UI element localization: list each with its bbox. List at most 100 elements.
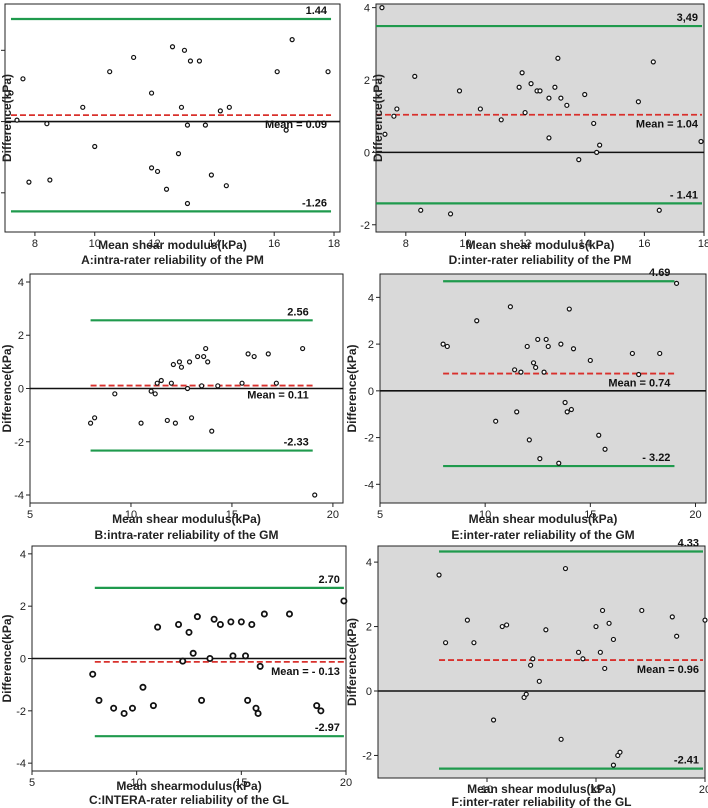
data-point-B-19 [201,353,207,360]
data-point-B-11 [172,420,178,426]
data-point-D-3 [394,106,400,112]
data-point-F-2 [464,617,470,623]
data-point-B-16 [188,415,195,421]
plot-area-F [377,545,706,779]
data-point-D-9 [498,117,504,123]
data-point-B-1 [92,415,98,421]
data-point-A-16 [178,104,185,110]
data-point-C-15 [210,615,218,623]
data-point-C-3 [120,709,128,717]
data-point-E-28 [636,371,642,378]
x-tick-label-D-10: 10 [459,238,471,250]
y-tick-label-E-2: 2 [368,339,374,351]
data-point-B-24 [239,380,245,386]
data-point-B-21 [205,359,211,365]
x-tick-label-D-12: 12 [519,238,531,250]
data-point-C-4 [128,704,136,712]
data-point-E-4 [507,304,513,310]
data-point-D-22 [576,157,582,163]
data-point-C-6 [149,702,157,710]
data-point-E-14 [541,369,547,375]
data-point-A-17 [181,47,188,53]
mean-label-D: Mean = 1.04 [636,119,699,131]
plot-area-D [375,3,705,233]
y-axis-label-D: Difference(kPa) [371,74,385,162]
data-point-B-18 [199,383,205,389]
data-point-E-12 [535,336,541,343]
data-point-B-8 [164,417,170,424]
lower-loa-label-A: -1.26 [302,197,327,209]
x-tick-label-D-16: 16 [638,238,650,250]
x-tick-label-A-12: 12 [148,238,160,250]
data-point-E-29 [657,350,663,357]
data-point-D-19 [555,55,561,61]
data-point-A-12 [154,168,161,175]
data-point-D-12 [522,109,528,116]
data-point-F-6 [504,622,510,628]
data-point-E-5 [512,367,518,373]
data-point-F-27 [669,614,675,620]
y-tick-label-B--4: -4 [14,490,24,502]
x-tick-label-A-10: 10 [89,238,101,250]
data-point-D-26 [597,142,603,148]
upper-loa-label-B: 2.56 [287,306,308,318]
data-point-E-17 [556,460,562,466]
x-tick-label-D-18: 18 [698,238,708,250]
data-point-F-16 [580,656,586,662]
data-point-C-27 [285,610,293,618]
data-point-F-25 [617,749,623,755]
data-point-D-24 [591,120,597,127]
data-point-B-7 [158,377,164,384]
panel-D: 3,49 Mean = 1.04 - 1.41 8 10 12 14 16 18 -2 0 2 4 Mea… [360,3,708,267]
data-point-B-22 [209,428,215,434]
data-point-E-27 [629,350,635,357]
data-point-E-3 [493,418,499,424]
data-point-C-12 [193,613,201,621]
data-point-A-24 [217,108,223,114]
plot-area-E [379,273,707,504]
mean-label-E: Mean = 0.74 [608,378,671,390]
data-point-A-0 [8,90,14,96]
data-point-B-20 [203,345,209,352]
lower-loa-label-B: -2.33 [284,437,309,449]
data-point-F-11 [536,678,542,684]
data-point-E-20 [564,409,570,415]
data-point-D-30 [698,138,704,145]
data-point-A-8 [107,69,113,75]
x-tick-label-D-14: 14 [579,238,591,250]
data-point-D-0 [379,5,385,11]
y-tick-label-E--2: -2 [364,433,374,445]
data-point-D-29 [656,207,662,213]
panel-caption-A: A:intra-rater reliability of the PM [81,253,264,267]
y-tick-label-D-0: 0 [364,147,370,159]
data-point-A-25 [223,183,229,189]
data-point-B-27 [265,351,271,357]
data-point-B-17 [195,353,201,360]
data-point-B-12 [176,359,183,365]
data-point-D-2 [391,113,397,119]
data-point-C-1 [95,696,103,704]
data-point-B-25 [245,351,251,357]
data-point-C-24 [254,709,262,717]
x-tick-label-A-16: 16 [268,238,280,250]
data-point-F-5 [499,623,505,630]
data-point-C-14 [206,655,214,663]
data-point-A-29 [289,37,295,43]
panel-F: 4.33 Mean = 0.96 -2.41 10 15 20 -2 0 2 4 Mean shea… [345,537,708,808]
data-point-A-27 [274,69,280,75]
x-tick-label-E-15: 15 [584,509,596,521]
data-point-F-19 [602,665,608,672]
data-point-E-18 [558,341,564,347]
y-tick-label-D-4: 4 [364,3,370,15]
data-point-F-10 [530,656,536,662]
data-point-E-13 [537,456,543,462]
data-point-B-26 [251,353,257,360]
data-point-D-21 [564,102,570,108]
data-point-C-2 [110,704,118,712]
data-point-A-13 [163,186,170,192]
x-axis-label-C: Mean shearmodulus(kPa) [116,779,261,793]
data-point-F-23 [610,762,617,768]
data-point-F-9 [527,662,534,668]
data-point-D-23 [582,91,588,98]
data-point-E-8 [524,343,530,350]
